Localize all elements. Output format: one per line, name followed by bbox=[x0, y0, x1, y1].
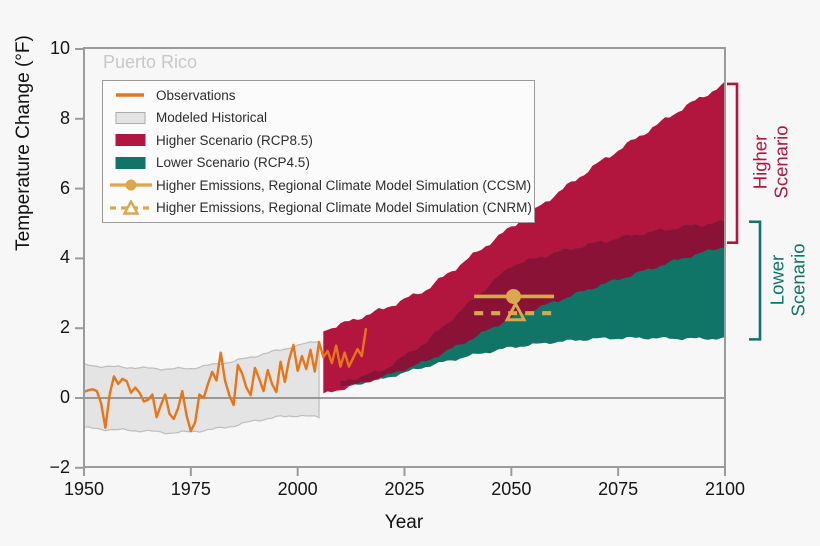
legend-item-1: Modeled Historical bbox=[105, 107, 532, 128]
y-tick-label-0: 0 bbox=[59, 387, 70, 407]
line-swatch-icon bbox=[116, 93, 144, 97]
legend-item-5: Higher Emissions, Regional Climate Model… bbox=[105, 197, 532, 218]
higher-scenario-side-label: Higher Scenario bbox=[749, 125, 791, 199]
box-swatch-icon bbox=[115, 111, 146, 124]
chart-title: Puerto Rico bbox=[103, 52, 198, 72]
legend-item-4: Higher Emissions, Regional Climate Model… bbox=[105, 175, 532, 196]
y-tick-label-2: 2 bbox=[59, 317, 70, 338]
higher-scenario-line2: Scenario bbox=[770, 125, 791, 199]
scenario-overlap-band bbox=[340, 219, 725, 387]
x-tick-label-2000: 2000 bbox=[277, 479, 318, 499]
x-axis-label: Year bbox=[384, 512, 424, 533]
dash-triangle-swatch-icon bbox=[110, 199, 152, 215]
lower-scenario-bracket bbox=[749, 220, 762, 341]
y-tick-label-8: 8 bbox=[59, 107, 70, 128]
x-tick-label-2050: 2050 bbox=[491, 479, 532, 499]
legend-item-label: Higher Emissions, Regional Climate Model… bbox=[156, 177, 532, 193]
lower-scenario-line2: Scenario bbox=[787, 243, 808, 317]
ccsm-circle-marker bbox=[505, 288, 521, 304]
legend: Observations Modeled Historical Higher Sce… bbox=[102, 80, 535, 223]
box-swatch-icon bbox=[115, 134, 146, 147]
higher-scenario-bracket bbox=[727, 82, 739, 244]
lower-scenario-side-label: Lower Scenario bbox=[766, 243, 808, 317]
legend-item-2: Higher Scenario (RCP8.5) bbox=[105, 130, 532, 151]
x-tick-label-2075: 2075 bbox=[598, 479, 639, 499]
line-circle-swatch-icon bbox=[110, 179, 152, 191]
lower-scenario-line1: Lower bbox=[766, 254, 788, 306]
x-tick-label-1950: 1950 bbox=[63, 479, 105, 499]
legend-item-3: Lower Scenario (RCP4.5) bbox=[105, 152, 532, 173]
observations-line bbox=[83, 328, 368, 433]
rcp85-band bbox=[323, 81, 725, 394]
y-tick-label--2: −2 bbox=[49, 456, 70, 477]
y-tick-label-6: 6 bbox=[59, 177, 70, 198]
legend-item-label: Higher Emissions, Regional Climate Model… bbox=[156, 200, 532, 216]
x-tick-label-2025: 2025 bbox=[384, 479, 425, 499]
y-tick-label-10: 10 bbox=[49, 38, 70, 58]
y-tick-label-4: 4 bbox=[59, 247, 70, 268]
x-tick-label-1975: 1975 bbox=[170, 479, 211, 499]
legend-item-label: Higher Scenario (RCP8.5) bbox=[156, 132, 313, 148]
modeled-historical-band bbox=[83, 340, 320, 435]
box-swatch-icon bbox=[115, 156, 146, 169]
cnrm-triangle-marker bbox=[504, 300, 527, 322]
legend-item-label: Modeled Historical bbox=[156, 110, 268, 126]
legend-item-label: Lower Scenario (RCP4.5) bbox=[156, 155, 310, 171]
legend-item-0: Observations bbox=[105, 85, 532, 106]
x-tick-label-2100: 2100 bbox=[704, 479, 746, 499]
higher-scenario-line1: Higher bbox=[749, 134, 771, 190]
legend-item-label: Observations bbox=[156, 87, 236, 103]
